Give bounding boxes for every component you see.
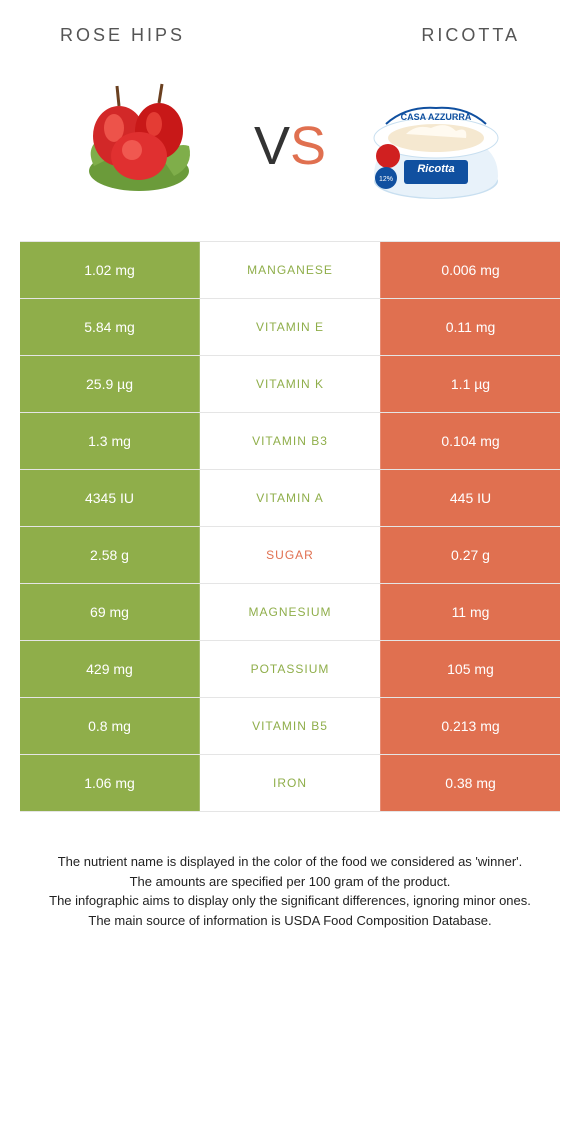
svg-text:CASA AZZURRA: CASA AZZURRA [401, 112, 472, 122]
left-value: 4345 IU [20, 470, 200, 526]
left-value: 69 mg [20, 584, 200, 640]
right-value: 0.006 mg [380, 242, 560, 298]
svg-text:12%: 12% [379, 176, 393, 183]
nutrient-label: VITAMIN E [200, 299, 380, 355]
right-value: 0.38 mg [380, 755, 560, 811]
right-value: 0.104 mg [380, 413, 560, 469]
left-value: 1.02 mg [20, 242, 200, 298]
footer-line-4: The main source of information is USDA F… [30, 911, 550, 931]
table-row: 25.9 µgVITAMIN K1.1 µg [20, 356, 560, 413]
nutrient-label: MAGNESIUM [200, 584, 380, 640]
nutrient-label: VITAMIN A [200, 470, 380, 526]
left-value: 1.06 mg [20, 755, 200, 811]
nutrient-table: 1.02 mgMANGANESE0.006 mg5.84 mgVITAMIN E… [20, 241, 560, 812]
right-value: 11 mg [380, 584, 560, 640]
left-value: 1.3 mg [20, 413, 200, 469]
nutrient-label: SUGAR [200, 527, 380, 583]
left-value: 5.84 mg [20, 299, 200, 355]
table-row: 429 mgPOTASSIUM105 mg [20, 641, 560, 698]
table-row: 4345 IUVITAMIN A445 IU [20, 470, 560, 527]
nutrient-label: MANGANESE [200, 242, 380, 298]
nutrient-label: VITAMIN K [200, 356, 380, 412]
right-value: 0.27 g [380, 527, 560, 583]
table-row: 1.3 mgVITAMIN B30.104 mg [20, 413, 560, 470]
left-value: 2.58 g [20, 527, 200, 583]
footer-line-1: The nutrient name is displayed in the co… [30, 852, 550, 872]
right-value: 1.1 µg [380, 356, 560, 412]
ricotta-image: CASA AZZURRA Ricotta 12% [356, 76, 516, 216]
vs-v: V [254, 115, 290, 177]
right-value: 105 mg [380, 641, 560, 697]
nutrient-label: VITAMIN B5 [200, 698, 380, 754]
table-row: 1.06 mgIRON0.38 mg [20, 755, 560, 812]
left-value: 0.8 mg [20, 698, 200, 754]
footer-line-3: The infographic aims to display only the… [30, 891, 550, 911]
table-row: 5.84 mgVITAMIN E0.11 mg [20, 299, 560, 356]
vs-s: S [290, 115, 326, 177]
left-value: 25.9 µg [20, 356, 200, 412]
right-value: 0.213 mg [380, 698, 560, 754]
right-value: 0.11 mg [380, 299, 560, 355]
right-value: 445 IU [380, 470, 560, 526]
rosehips-icon [64, 76, 224, 216]
nutrient-label: POTASSIUM [200, 641, 380, 697]
vs-label: VS [254, 115, 326, 177]
table-row: 69 mgMAGNESIUM11 mg [20, 584, 560, 641]
table-row: 0.8 mgVITAMIN B50.213 mg [20, 698, 560, 755]
hero: VS CASA AZZURRA Ricotta 12% [0, 56, 580, 241]
rosehips-image [64, 76, 224, 216]
left-value: 429 mg [20, 641, 200, 697]
header-right: RICOTTA [421, 25, 520, 46]
header: ROSE HIPS RICOTTA [0, 0, 580, 56]
ricotta-icon: CASA AZZURRA Ricotta 12% [356, 76, 516, 216]
nutrient-label: IRON [200, 755, 380, 811]
nutrient-label: VITAMIN B3 [200, 413, 380, 469]
svg-text:Ricotta: Ricotta [417, 163, 454, 175]
footer: The nutrient name is displayed in the co… [0, 812, 580, 950]
footer-line-2: The amounts are specified per 100 gram o… [30, 872, 550, 892]
table-row: 2.58 gSUGAR0.27 g [20, 527, 560, 584]
table-row: 1.02 mgMANGANESE0.006 mg [20, 242, 560, 299]
header-left: ROSE HIPS [60, 25, 185, 46]
